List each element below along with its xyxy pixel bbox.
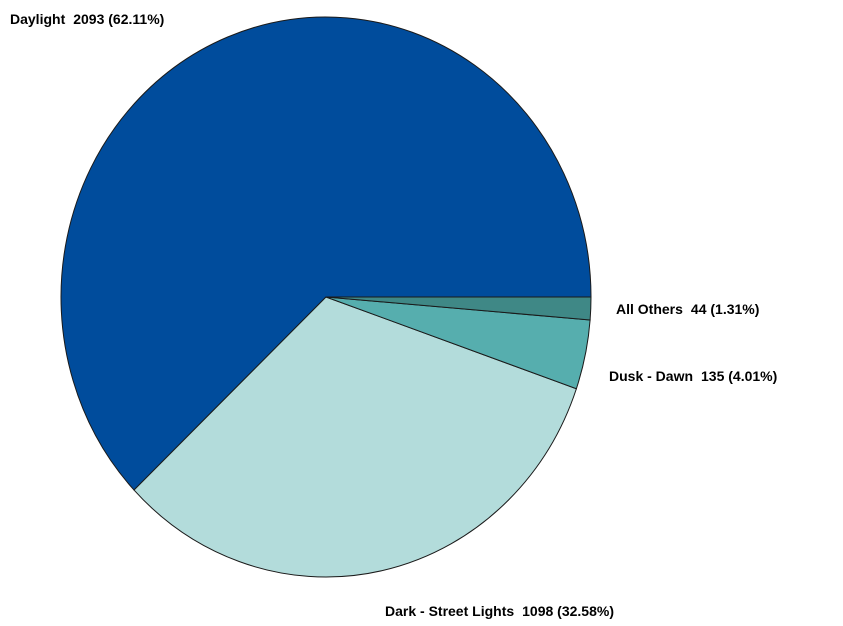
slice-value: 135 (4.01%) bbox=[701, 368, 777, 384]
slice-label: Dusk - Dawn 135 (4.01%) bbox=[609, 368, 777, 384]
slice-name: Dusk - Dawn bbox=[609, 368, 693, 384]
slice-value: 44 (1.31%) bbox=[691, 301, 759, 317]
slice-label: All Others 44 (1.31%) bbox=[616, 301, 759, 317]
slice-name: Dark - Street Lights bbox=[385, 603, 514, 619]
slice-label: Dark - Street Lights 1098 (32.58%) bbox=[385, 603, 614, 619]
slice-value: 2093 (62.11%) bbox=[73, 11, 164, 27]
pie-slice bbox=[133, 296, 578, 578]
pie-slice bbox=[60, 16, 592, 491]
slice-name: Daylight bbox=[10, 11, 66, 27]
slice-name: All Others bbox=[616, 301, 683, 317]
pie-slice bbox=[325, 296, 592, 321]
slice-label: Daylight 2093 (62.11%) bbox=[10, 11, 164, 27]
slice-value: 1098 (32.58%) bbox=[522, 603, 614, 619]
